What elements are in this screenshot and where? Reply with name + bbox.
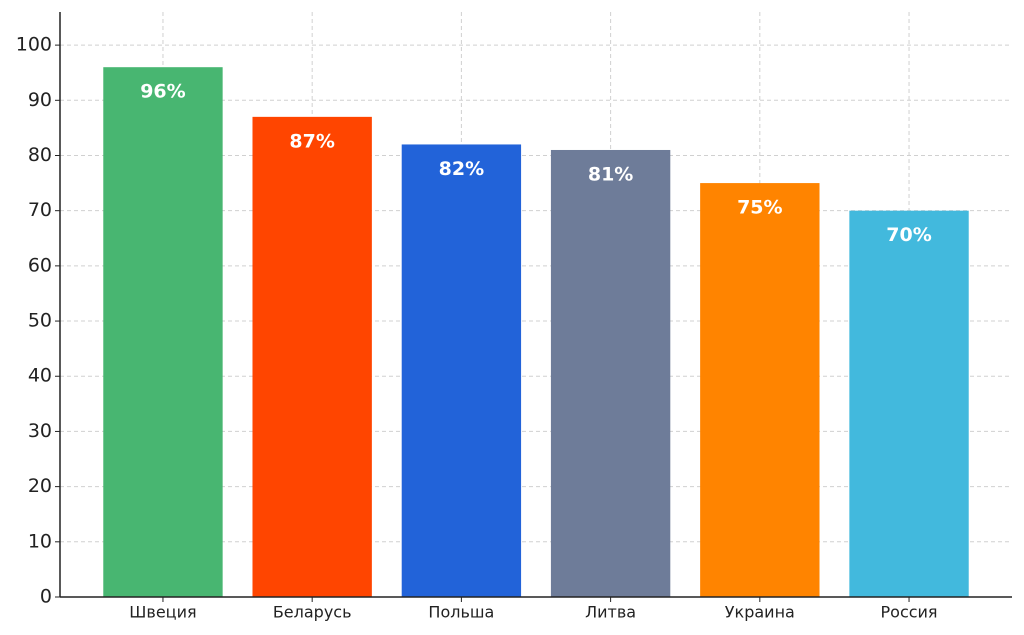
value-label: 87% [289,130,334,152]
bar [700,183,820,597]
y-tick-label: 30 [28,420,52,442]
value-label: 96% [140,81,185,103]
bar [550,149,671,598]
y-tick-label: 20 [28,475,52,497]
bar [103,67,223,598]
y-tick-label: 90 [28,89,52,111]
y-tick-label: 70 [28,199,52,221]
y-tick-label: 80 [28,144,52,166]
x-tick-label: Польша [428,603,494,622]
y-tick-label: 40 [28,365,52,387]
y-tick-label: 100 [16,34,52,56]
bar [849,210,969,597]
value-label: 82% [439,158,484,180]
value-label: 81% [588,163,633,185]
y-tick-label: 10 [28,530,52,552]
bar [252,116,372,597]
x-tick-label: Беларусь [273,603,352,622]
x-tick-label: Украина [725,603,795,622]
value-label: 70% [886,224,931,246]
y-tick-label: 0 [40,586,52,608]
x-tick-label: Литва [585,603,636,622]
y-tick-label: 60 [28,254,52,276]
value-label: 75% [737,197,782,219]
bar [401,144,522,598]
y-tick-label: 50 [28,310,52,332]
x-tick-label: Швеция [129,603,196,622]
x-tick-label: Россия [881,603,938,622]
